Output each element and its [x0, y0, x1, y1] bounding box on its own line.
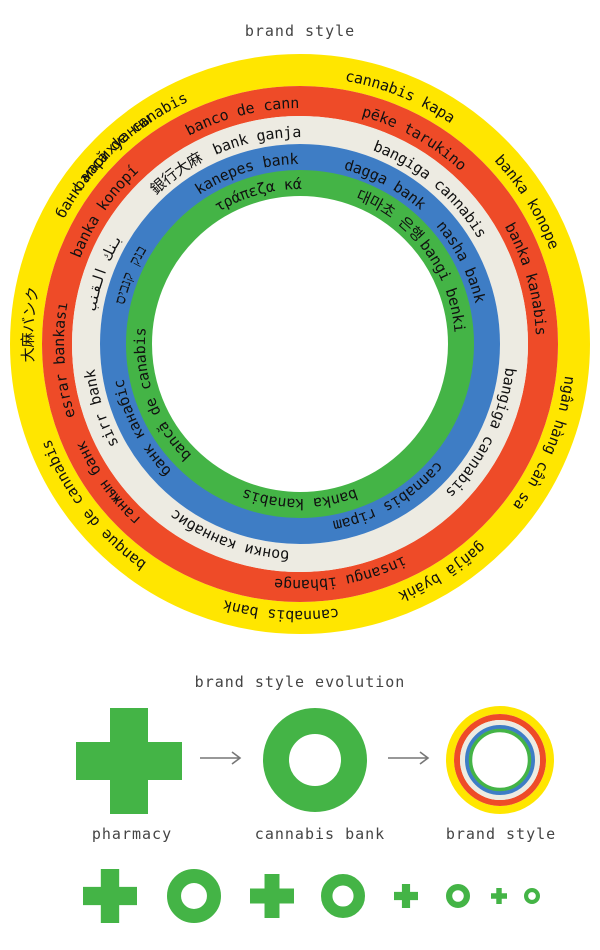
page-title: brand style [244, 22, 356, 40]
brand-style-rainbow-ring-icon [446, 706, 554, 814]
evolution-label-cannabis-bank: cannabis bank [254, 825, 386, 843]
pharmacy-cross-icon [76, 708, 182, 814]
mini-ring-icon [445, 883, 470, 908]
mini-cross-icon [491, 888, 507, 904]
evolution-label-brand-style: brand style [445, 825, 557, 843]
ring-band-cream [72, 116, 528, 572]
mini-ring-icon [167, 869, 222, 923]
ring-band-outer-yellow [10, 54, 590, 634]
ring-band-red [42, 86, 558, 602]
mini-cross-icon [249, 874, 294, 918]
evolution-title: brand style evolution [194, 673, 406, 691]
mini-cross-icon [394, 884, 419, 908]
ring-band-green [126, 170, 474, 518]
ring-label: 大麻バンク [19, 285, 43, 362]
mini-cross-icon [83, 869, 137, 923]
ring-band-blue [100, 144, 500, 544]
mini-icon-row [83, 869, 541, 923]
evolution-label-pharmacy: pharmacy [91, 825, 173, 843]
mini-ring-icon [321, 873, 366, 919]
arrow-right-icon [200, 751, 242, 765]
mini-ring-icon [524, 887, 541, 905]
arrow-right-icon [388, 751, 430, 765]
cannabis-bank-ring-icon [263, 708, 367, 812]
